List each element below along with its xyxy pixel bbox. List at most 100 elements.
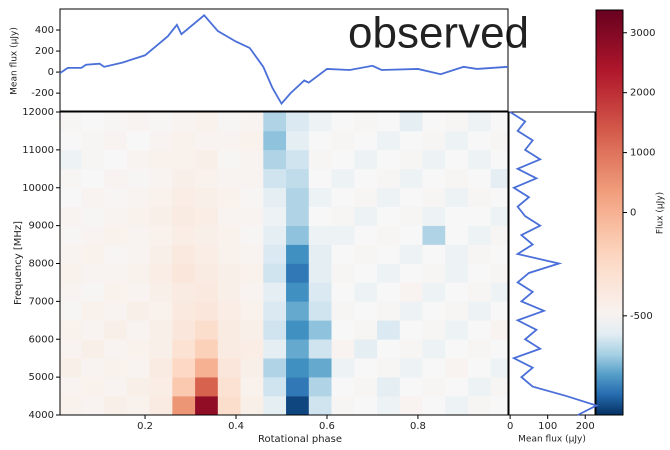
heatmap-cell [195,358,219,378]
heatmap-cell [377,187,401,207]
panel-frame [508,111,596,416]
heatmap-cell [195,244,219,264]
heatmap-cell [331,301,355,321]
heatmap-cell [126,320,150,340]
annotation: observed [348,9,529,58]
heatmap-cell [240,282,264,302]
heatmap-cell [308,149,332,170]
heatmap-cell [263,339,287,359]
heatmap-cell [240,206,264,226]
heatmap-cell [172,112,196,132]
y-tick-label: 10000 [22,183,54,194]
heatmap-cell [263,396,287,415]
heatmap-cell [286,263,310,283]
heatmap-cell [445,206,469,226]
heatmap-cell [354,377,378,397]
heatmap-cell [172,168,196,189]
heatmap-cell [377,320,401,340]
heatmap-cell [354,130,378,151]
heatmap-cell [422,339,446,359]
heatmap-cell [81,187,105,207]
heatmap-cell [104,130,128,151]
heatmap-cell [149,282,173,302]
heatmap-cell [354,358,378,378]
heatmap-cell [399,225,423,245]
heatmap-cell [422,187,446,207]
heatmap-cell [399,263,423,283]
heatmap-cell [354,301,378,321]
heatmap-cell [490,112,508,132]
heatmap-cell [195,263,219,283]
x-tick-label: 200 [576,421,595,432]
y-tick-label: 11000 [22,145,54,156]
heatmap-cell [126,301,150,321]
heatmap-cell [399,339,423,359]
heatmap-cell [445,377,469,397]
heatmap-cell [195,168,219,189]
y-tick-label: 8000 [29,259,54,270]
heatmap-cell [81,225,105,245]
y-tick-label: 5000 [29,372,54,383]
top-y-label: Mean flux (μJy) [10,27,20,95]
heatmap-cell [217,396,241,415]
heatmap-cell [286,225,310,245]
heatmap-cell [377,225,401,245]
heatmap-cell [126,149,150,170]
heatmap-cell [149,187,173,207]
heatmap-cell [445,112,469,132]
heatmap-cell [467,301,492,321]
heatmap-cell [354,112,378,132]
heatmap-cell [81,244,105,264]
heatmap-cell [490,396,508,415]
heatmap-cell [81,339,105,359]
y-tick-label: 4000 [29,410,54,421]
heatmap-cell [126,225,150,245]
heatmap-cell [149,339,173,359]
heatmap-cell [104,282,128,302]
heatmap-cell [308,168,332,189]
profile-line [509,111,599,416]
heatmap-cell [104,206,128,226]
heatmap-cell [331,187,355,207]
heatmap-cell [126,377,150,397]
y-tick-label: 12000 [22,107,54,118]
heatmap-cell [240,263,264,283]
heatmap-cell [263,358,287,378]
heatmap-cell [308,358,332,378]
heatmap-cell [490,187,508,207]
heatmap-cell [399,282,423,302]
heatmap-cell [263,149,287,170]
heatmap-cell [308,301,332,321]
heatmap-cell [308,377,332,397]
heatmap-cell [354,187,378,207]
heatmap-cell [240,301,264,321]
heatmap-cell [217,301,241,321]
heatmap-cell [104,377,128,397]
y-tick-label: 400 [35,25,54,36]
heatmap-cell [195,339,219,359]
heatmap-cell [331,168,355,189]
heatmap-cell [126,187,150,207]
heatmap-cell [467,377,492,397]
heatmap-cell [354,206,378,226]
heatmap-cell [490,301,508,321]
heatmap-cell [172,187,196,207]
heatmap-cell [445,339,469,359]
heatmap-cell [126,130,150,151]
heatmap-cell [490,168,508,189]
heatmap-cell [422,244,446,264]
heatmap-cell [467,225,492,245]
heatmap-cell [263,112,287,132]
heatmap-cell [126,396,150,415]
heatmap-cell [422,358,446,378]
heatmap-cell [377,244,401,264]
heatmap-cell [172,244,196,264]
heatmap-cell [126,112,150,132]
heatmap-cell [81,358,105,378]
heatmap-cell [286,396,310,415]
heatmap-cell [490,225,508,245]
heatmap-cell [377,263,401,283]
heatmap-cell [60,339,82,359]
heatmap-cell [331,377,355,397]
heatmap-cell [172,149,196,170]
